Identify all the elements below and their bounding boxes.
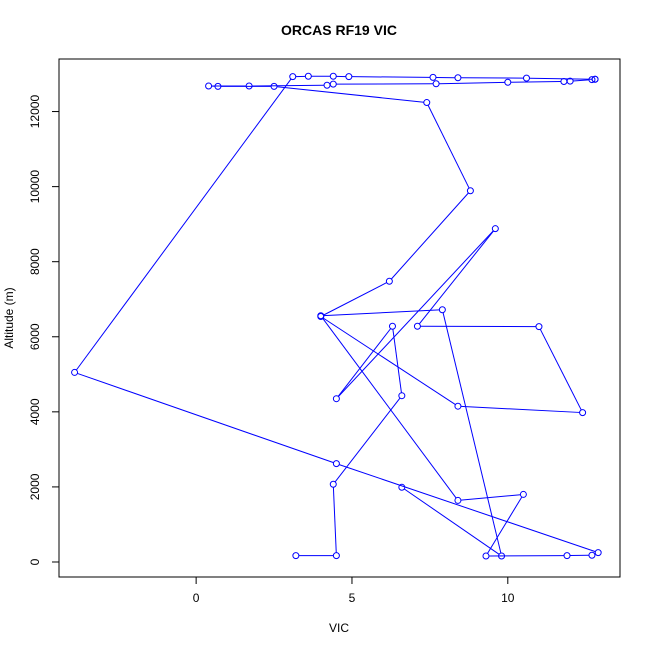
data-point	[579, 409, 587, 417]
data-point	[466, 187, 474, 195]
x-tick-label: 0	[193, 591, 200, 605]
data-point	[413, 322, 421, 330]
x-axis-label: VIC	[329, 621, 349, 635]
data-point	[432, 80, 440, 88]
data-point	[482, 552, 490, 560]
series-segment	[77, 372, 334, 464]
data-point	[498, 552, 506, 560]
data-point	[345, 73, 353, 81]
data-point	[566, 77, 574, 85]
data-point	[71, 368, 79, 376]
series-segment	[404, 488, 500, 555]
data-point	[317, 312, 325, 320]
y-axis-label: Altitude (m)	[2, 287, 16, 348]
data-point	[388, 322, 396, 330]
series-segment	[418, 230, 494, 325]
series-segment	[390, 192, 469, 280]
data-point	[491, 225, 499, 233]
series-segment	[338, 230, 494, 397]
series-segment	[392, 329, 402, 393]
series-segment	[442, 312, 502, 554]
series-segment	[75, 78, 292, 371]
data-point	[454, 402, 462, 410]
series-segment	[539, 329, 582, 411]
x-axis: 0 5 10	[193, 576, 515, 605]
series-segment	[573, 79, 589, 82]
data-point	[398, 483, 406, 491]
data-point	[504, 78, 512, 86]
series-segment	[252, 84, 325, 87]
series-segment	[322, 317, 457, 499]
series-segment	[529, 77, 593, 80]
data-point	[454, 496, 462, 504]
y-tick-label: 2000	[28, 473, 42, 500]
data-point	[519, 490, 527, 498]
data-point	[332, 552, 340, 560]
data-point	[398, 392, 406, 400]
data-point	[304, 72, 312, 80]
series-segment	[427, 105, 470, 189]
series-segment	[332, 487, 337, 553]
data-point	[429, 73, 437, 81]
data-point	[438, 306, 446, 314]
series-segment	[460, 405, 580, 413]
series-segment	[334, 397, 401, 483]
series-segment	[339, 464, 596, 553]
data-point	[329, 80, 337, 88]
data-point	[270, 82, 278, 90]
y-tick-label: 12000	[28, 95, 42, 129]
data-point	[535, 323, 543, 331]
data-point	[205, 82, 213, 90]
data-point	[588, 551, 596, 559]
series-segment	[323, 282, 387, 316]
y-tick-label: 6000	[28, 323, 42, 350]
data-point	[591, 75, 599, 83]
series-segment	[337, 328, 392, 397]
data-point	[289, 73, 297, 81]
data-point	[292, 552, 300, 560]
data-point	[385, 277, 393, 285]
data-point	[332, 460, 340, 468]
series-segment	[510, 81, 561, 83]
data-point	[214, 82, 222, 90]
data-point	[423, 99, 431, 107]
data-point	[588, 76, 596, 84]
data-point	[594, 549, 602, 557]
series-segment	[439, 81, 505, 85]
series-segment	[323, 317, 456, 405]
series-segment	[276, 86, 424, 103]
series-segment	[460, 494, 521, 501]
y-tick-label: 4000	[28, 398, 42, 425]
data-point	[245, 82, 253, 90]
y-tick-label: 10000	[28, 170, 42, 204]
data-point	[523, 74, 530, 82]
data-point	[563, 552, 571, 560]
data-point	[329, 72, 337, 80]
chart-title: ORCAS RF19 VIC	[281, 22, 397, 38]
series-segment	[487, 496, 523, 554]
series-vic	[71, 72, 602, 560]
y-tick-label: 8000	[28, 248, 42, 275]
data-point	[332, 395, 340, 403]
y-tick-label: 0	[28, 558, 42, 565]
data-point	[454, 74, 462, 82]
y-axis: 0 2000 4000 6000 8000 10000 12000	[28, 95, 60, 565]
series-segment	[351, 76, 431, 78]
series-segment	[323, 309, 440, 317]
data-point	[329, 480, 337, 488]
x-tick-label: 5	[349, 591, 356, 605]
x-tick-label: 10	[501, 591, 515, 605]
